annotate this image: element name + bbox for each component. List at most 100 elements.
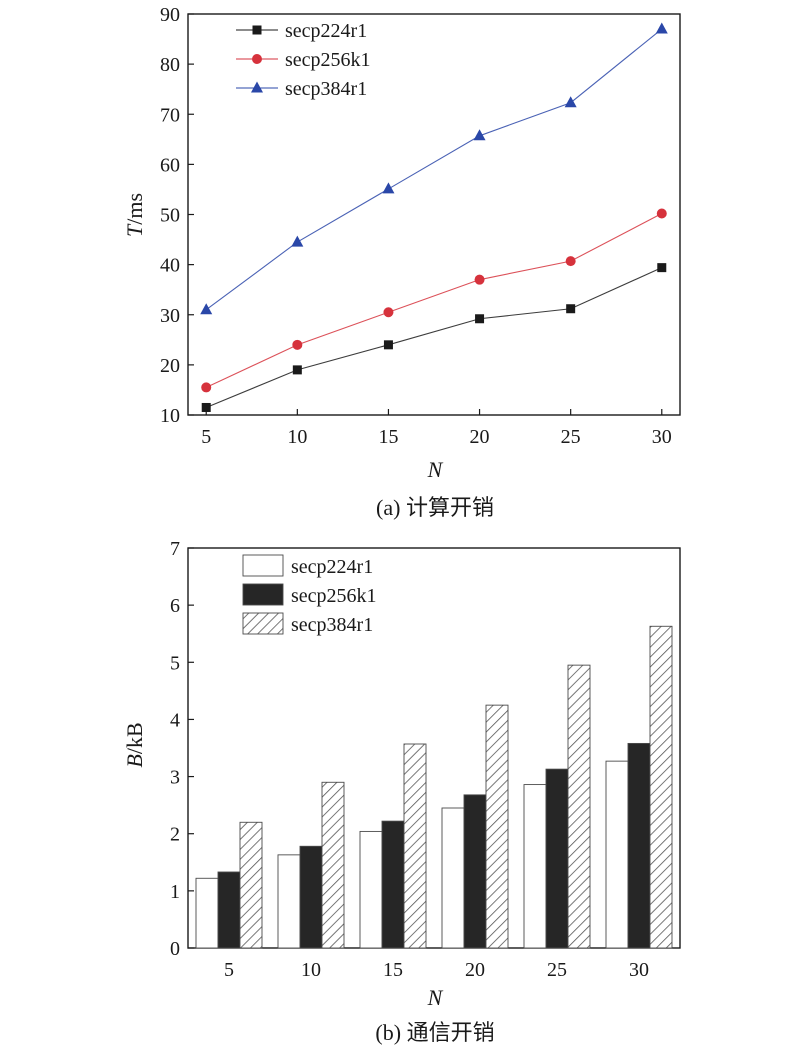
y-tick-label: 6 — [170, 595, 180, 617]
series-secp256k1 — [201, 208, 667, 393]
data-point — [291, 235, 304, 247]
y-tick-label: 90 — [160, 4, 180, 26]
legend-swatch — [242, 612, 284, 635]
legend-label: secp256k1 — [285, 49, 371, 71]
line-chart-series — [200, 22, 668, 412]
y-tick-label: 40 — [160, 255, 180, 277]
x-tick-label: 5 — [201, 426, 211, 448]
line-chart-caption: (a) 计算开销 — [376, 495, 494, 520]
y-tick-label: 0 — [170, 938, 180, 960]
bar — [217, 871, 241, 949]
legend-swatch — [242, 583, 284, 606]
bar — [545, 768, 569, 949]
data-point — [655, 22, 668, 34]
series-secp384r1 — [200, 22, 668, 315]
x-tick-label: 25 — [561, 426, 581, 448]
x-tick-label: 10 — [301, 959, 321, 981]
legend-label: secp384r1 — [285, 78, 367, 100]
x-tick-label: 15 — [378, 426, 398, 448]
bar — [195, 877, 219, 949]
x-tick-label: 15 — [383, 959, 403, 981]
bar-chart-frame — [187, 547, 681, 949]
data-point — [383, 340, 393, 350]
y-tick-label: 70 — [160, 104, 180, 126]
line-chart-y-axis-label: T/ms — [122, 193, 147, 237]
x-tick-label: 5 — [224, 959, 234, 981]
x-tick-label: 20 — [470, 426, 490, 448]
bar-chart-y-axis-label: B/kB — [122, 722, 147, 767]
data-point — [201, 402, 211, 412]
bar-chart-caption: (b) 通信开销 — [375, 1020, 494, 1045]
bar — [463, 794, 487, 949]
series-line — [205, 213, 663, 388]
legend-item: secp384r1 — [236, 78, 367, 100]
data-point — [382, 182, 395, 194]
legend-label: secp224r1 — [291, 556, 373, 578]
bar-chart-x-ticks: 5 10 15 20 25 30 — [224, 942, 649, 981]
legend-item: secp256k1 — [236, 49, 371, 71]
series-secp224r1 — [195, 760, 629, 949]
x-tick-label: 30 — [629, 959, 649, 981]
bar-chart-axes — [187, 547, 681, 949]
legend-label: secp384r1 — [291, 614, 373, 636]
bar — [381, 820, 405, 949]
legend-label: secp256k1 — [291, 585, 377, 607]
line-chart-x-ticks: 5 10 15 20 25 30 — [201, 409, 672, 448]
legend-item: secp256k1 — [242, 583, 377, 607]
data-point — [564, 96, 577, 108]
legend-label: secp224r1 — [285, 20, 367, 42]
y-tick-label: 10 — [160, 405, 180, 427]
bar — [321, 781, 345, 949]
bar — [523, 784, 547, 949]
legend-marker — [251, 81, 263, 93]
series-secp224r1 — [201, 263, 667, 412]
bar-chart-y-ticks: 0 1 2 3 4 5 6 7 — [170, 538, 194, 960]
bar — [299, 845, 323, 949]
line-chart: 10 20 30 40 50 60 70 80 90 5 10 15 20 25 30 secp224r1… — [122, 4, 681, 520]
bar — [627, 742, 651, 949]
y-tick-label: 1 — [170, 881, 180, 903]
y-tick-label: 3 — [170, 767, 180, 789]
data-point — [474, 274, 485, 285]
x-tick-label: 30 — [652, 426, 672, 448]
bar — [441, 807, 465, 949]
data-point — [657, 263, 667, 273]
bar — [649, 625, 673, 949]
data-point — [292, 339, 303, 350]
bar — [359, 830, 383, 949]
y-tick-label: 60 — [160, 154, 180, 176]
y-tick-label: 50 — [160, 205, 180, 227]
y-tick-label: 80 — [160, 54, 180, 76]
data-point — [656, 208, 667, 219]
legend-swatch — [242, 554, 284, 577]
data-point — [201, 382, 212, 393]
bar-chart-legend: secp224r1 secp256k1 secp384r1 — [242, 554, 377, 636]
y-tick-label: 2 — [170, 824, 180, 846]
bar-chart-bars — [195, 625, 673, 949]
series-line — [206, 267, 663, 408]
data-point — [473, 129, 486, 141]
legend-item: secp224r1 — [236, 20, 367, 42]
series-secp256k1 — [217, 742, 651, 949]
bar — [485, 704, 509, 949]
y-tick-label: 30 — [160, 305, 180, 327]
line-chart-legend: secp224r1 secp256k1 secp384r1 — [236, 20, 371, 100]
data-point — [565, 256, 576, 267]
series-line — [205, 28, 663, 311]
bar — [605, 760, 629, 949]
bar — [239, 821, 263, 949]
legend-item: secp224r1 — [242, 554, 373, 578]
series-secp384r1 — [239, 625, 673, 949]
data-point — [200, 303, 213, 315]
bar-chart-x-axis-label: N — [427, 985, 444, 1010]
line-chart-x-axis-label: N — [427, 457, 444, 482]
data-point — [566, 304, 576, 314]
y-tick-label: 5 — [170, 652, 180, 674]
data-point — [292, 365, 302, 375]
legend-marker — [252, 54, 262, 64]
y-tick-label: 20 — [160, 355, 180, 377]
legend-marker — [252, 25, 262, 35]
line-chart-y-ticks: 10 20 30 40 50 60 70 80 90 — [160, 4, 194, 427]
